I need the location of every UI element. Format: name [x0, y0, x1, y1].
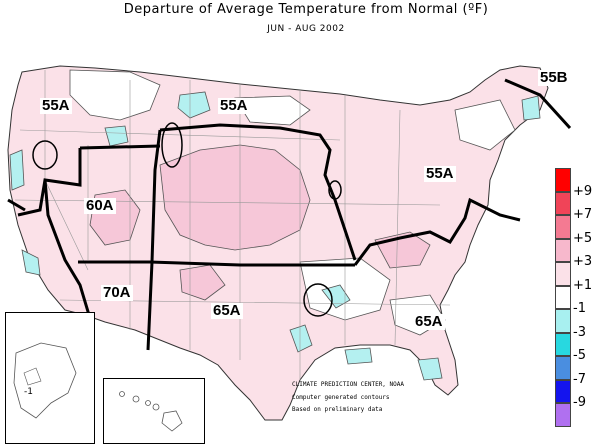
- legend-swatch: [555, 285, 571, 309]
- legend-tick-label: +7: [573, 207, 593, 222]
- near-normal-area: [69, 69, 161, 121]
- legend-tick-label: -9: [573, 395, 586, 410]
- credit-line: Based on preliminary data: [292, 406, 383, 413]
- cool-anomaly-area: [344, 347, 373, 365]
- alaska-inset: -1: [5, 312, 95, 444]
- cool-anomaly-area: [417, 357, 443, 381]
- warm-anomaly-area: [179, 264, 226, 301]
- region-label-60a: 60A: [84, 197, 116, 214]
- cool-anomaly-area: [177, 91, 211, 119]
- legend-swatch: [555, 215, 571, 239]
- legend-tick-label: +5: [573, 230, 593, 246]
- map-title: Departure of Average Temperature from No…: [123, 2, 489, 17]
- legend-swatch: [555, 356, 571, 380]
- legend-tick-label: +1: [573, 277, 593, 293]
- region-label-55a-east: 55A: [424, 165, 456, 182]
- region-boundaries: [7, 78, 572, 351]
- legend-swatch: [555, 309, 571, 333]
- legend-tick-label: +3: [573, 254, 593, 269]
- region-label-65a-southeast: 65A: [413, 313, 445, 330]
- cool-anomaly-area: [9, 149, 25, 191]
- legend-swatch: [555, 191, 571, 215]
- cool-anomaly-area: [21, 249, 41, 276]
- region-label-55a-north: 55A: [218, 97, 250, 114]
- legend-tick-label: -3: [573, 324, 586, 340]
- legend-tick-label: -5: [573, 348, 586, 363]
- region-label-70a: 70A: [101, 284, 133, 301]
- hawaii-map: [119, 391, 183, 432]
- legend-swatch: [555, 403, 571, 427]
- map-period: JUN - AUG 2002: [267, 24, 345, 34]
- legend-tick-label: -1: [573, 301, 586, 316]
- contour-lines: [32, 122, 342, 317]
- near-normal-area: [454, 99, 516, 151]
- legend-swatch: [555, 332, 571, 356]
- hawaii-inset: [103, 378, 205, 444]
- region-label-55b: 55B: [538, 69, 570, 86]
- credit-line: CLIMATE PREDICTION CENTER, NOAA: [292, 381, 404, 388]
- legend-tick-label: +9: [573, 183, 593, 199]
- alaska-contour-label: -1: [24, 387, 33, 397]
- legend-swatch: [555, 168, 571, 192]
- region-label-65a-south: 65A: [211, 302, 243, 319]
- cool-anomaly-area: [521, 95, 541, 121]
- region-label-55a-west: 55A: [40, 97, 72, 114]
- legend-swatch: [555, 379, 571, 403]
- credit-line: Computer generated contours: [292, 394, 390, 401]
- alaska-map: [13, 342, 77, 419]
- warm-anomaly-area: [159, 144, 311, 251]
- cool-anomaly-area: [104, 125, 129, 147]
- legend-swatch: [555, 262, 571, 286]
- legend-tick-label: -7: [573, 371, 586, 387]
- legend-swatch: [555, 238, 571, 262]
